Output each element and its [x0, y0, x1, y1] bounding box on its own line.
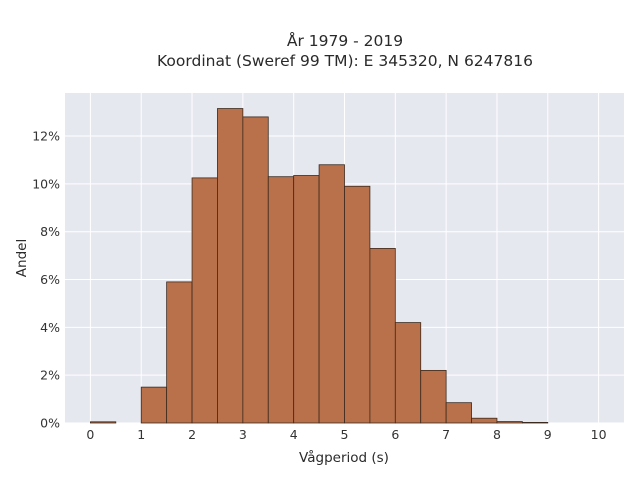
x-tick-label: 1 — [137, 427, 145, 442]
histogram-bar — [369, 248, 396, 424]
x-tick-label: 6 — [391, 427, 399, 442]
y-tick-label: 8% — [40, 224, 60, 239]
x-axis-label: Vågperiod (s) — [299, 449, 389, 466]
y-tick-label: 6% — [40, 272, 60, 287]
chart-title-line-1: År 1979 - 2019 — [287, 31, 403, 50]
y-tick-label: 10% — [32, 176, 60, 191]
histogram-bar — [191, 177, 218, 424]
x-tick-label: 4 — [290, 427, 298, 442]
chart-title-line-2: Koordinat (Sweref 99 TM): E 345320, N 62… — [157, 52, 533, 70]
histogram-bar — [496, 421, 523, 424]
x-tick-label: 7 — [442, 427, 450, 442]
histogram-bar — [394, 322, 422, 424]
x-axis-ticks: 0 1 2 3 4 5 6 7 8 9 10 — [86, 427, 606, 442]
histogram-bar — [267, 176, 295, 424]
histogram-bar — [471, 417, 498, 424]
histogram-bar — [140, 386, 168, 424]
histogram-bar — [521, 421, 549, 424]
x-tick-label: 9 — [544, 427, 552, 442]
bars-group — [90, 108, 549, 424]
histogram-bar — [420, 369, 447, 424]
x-tick-label: 10 — [591, 427, 607, 442]
x-tick-label: 5 — [341, 427, 349, 442]
y-tick-label: 0% — [40, 416, 60, 431]
histogram-bar — [166, 281, 193, 424]
histogram-bar — [217, 108, 244, 424]
histogram-bar — [318, 164, 345, 424]
y-tick-label: 2% — [40, 368, 60, 383]
histogram-bar — [445, 402, 472, 424]
histogram-bar — [242, 116, 269, 424]
x-tick-label: 3 — [239, 427, 247, 442]
x-tick-label: 2 — [188, 427, 196, 442]
y-tick-label: 4% — [40, 320, 60, 335]
histogram-bar — [344, 185, 371, 424]
histogram-bar — [90, 421, 117, 424]
y-axis-ticks: 0% 2% 4% 6% 8% 10% 12% — [32, 129, 60, 431]
histogram-bar — [293, 175, 320, 424]
y-axis-label: Andel — [14, 239, 30, 277]
x-tick-label: 8 — [493, 427, 501, 442]
y-tick-label: 12% — [32, 129, 60, 144]
x-tick-label: 0 — [86, 427, 94, 442]
